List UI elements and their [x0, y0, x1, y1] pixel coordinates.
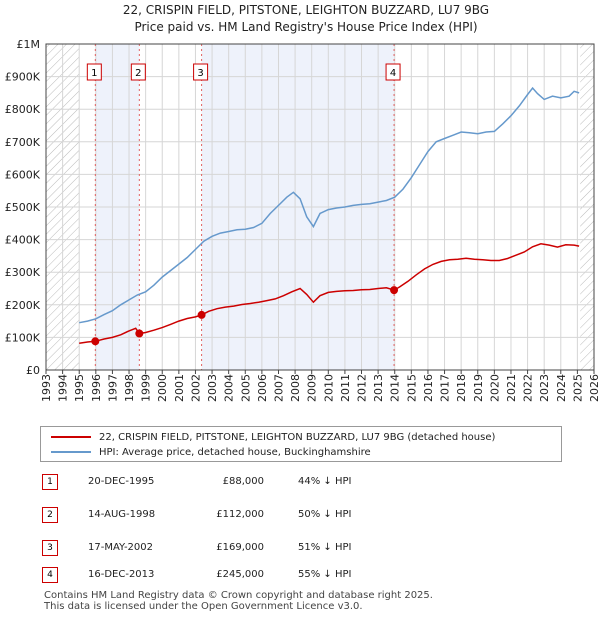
x-tick-label: 2019	[472, 374, 485, 402]
x-tick-label: 2006	[256, 374, 269, 402]
sale-hpi-diff: 50% ↓ HPI	[298, 509, 351, 520]
x-tick-label: 1999	[140, 374, 153, 402]
sale-label-number: 3	[197, 68, 203, 79]
legend-swatch-property	[51, 436, 91, 438]
y-tick-label: £900K	[5, 71, 41, 84]
sale-date: 16-DEC-2013	[88, 569, 154, 580]
legend-item-hpi: HPI: Average price, detached house, Buck…	[51, 445, 371, 459]
table-row: 3 17-MAY-2002 £169,000 51% ↓ HPI	[40, 540, 460, 556]
x-tick-label: 1994	[57, 374, 70, 402]
x-tick-label: 2005	[239, 374, 252, 402]
sale-badge: 2	[42, 507, 58, 523]
legend-item-property: 22, CRISPIN FIELD, PITSTONE, LEIGHTON BU…	[51, 430, 495, 444]
x-tick-label: 2026	[588, 374, 600, 402]
y-tick-label: £0	[26, 364, 40, 377]
y-tick-label: £300K	[5, 266, 41, 279]
x-tick-label: 2010	[322, 374, 335, 402]
chart-subtitle: Price paid vs. HM Land Registry's House …	[134, 20, 477, 34]
sale-price: £245,000	[200, 569, 264, 580]
sale-label-number: 1	[91, 68, 97, 79]
table-row: 1 20-DEC-1995 £88,000 44% ↓ HPI	[40, 474, 460, 490]
x-tick-label: 2013	[372, 374, 385, 402]
x-tick-label: 2020	[488, 374, 501, 402]
x-tick-label: 2003	[206, 374, 219, 402]
x-tick-label: 2015	[405, 374, 418, 402]
x-tick-label: 2011	[339, 374, 352, 402]
x-tick-label: 2007	[272, 374, 285, 402]
x-tick-label: 2023	[538, 374, 551, 402]
legend: 22, CRISPIN FIELD, PITSTONE, LEIGHTON BU…	[40, 426, 562, 462]
x-tick-label: 2014	[389, 374, 402, 402]
sale-date: 17-MAY-2002	[88, 542, 153, 553]
sale-date: 14-AUG-1998	[88, 509, 155, 520]
y-tick-label: £700K	[5, 136, 41, 149]
x-tick-label: 2022	[522, 374, 535, 402]
x-tick-label: 2008	[289, 374, 302, 402]
sale-point	[92, 338, 99, 345]
x-tick-label: 2017	[439, 374, 452, 402]
x-tick-label: 2018	[455, 374, 468, 402]
x-tick-label: 2002	[189, 374, 202, 402]
sale-date: 20-DEC-1995	[88, 476, 154, 487]
y-tick-label: £400K	[5, 234, 41, 247]
sale-hpi-diff: 55% ↓ HPI	[298, 569, 351, 580]
chart-title: 22, CRISPIN FIELD, PITSTONE, LEIGHTON BU…	[123, 3, 489, 17]
x-tick-label: 2004	[223, 374, 236, 402]
x-tick-label: 2016	[422, 374, 435, 402]
sale-badge: 1	[42, 474, 58, 490]
sale-badge: 4	[42, 567, 58, 583]
price-chart: 22, CRISPIN FIELD, PITSTONE, LEIGHTON BU…	[0, 0, 600, 420]
x-tick-label: 2025	[571, 374, 584, 402]
x-tick-label: 2009	[306, 374, 319, 402]
sale-point	[136, 330, 143, 337]
footer-copyright: Contains HM Land Registry data © Crown c…	[44, 590, 433, 601]
sale-label-number: 2	[135, 68, 141, 79]
legend-label-property: 22, CRISPIN FIELD, PITSTONE, LEIGHTON BU…	[99, 432, 495, 443]
x-tick-label: 2001	[173, 374, 186, 402]
legend-swatch-hpi	[51, 451, 91, 453]
sale-point	[391, 287, 398, 294]
y-tick-label: £500K	[5, 201, 41, 214]
sale-price: £169,000	[200, 542, 264, 553]
x-tick-label: 2024	[555, 374, 568, 402]
x-tick-label: 1997	[106, 374, 119, 402]
x-tick-label: 2012	[356, 374, 369, 402]
table-row: 2 14-AUG-1998 £112,000 50% ↓ HPI	[40, 507, 460, 523]
y-tick-label: £200K	[5, 299, 41, 312]
table-row: 4 16-DEC-2013 £245,000 55% ↓ HPI	[40, 567, 460, 583]
footer-licence: This data is licensed under the Open Gov…	[44, 601, 433, 612]
sale-label-number: 4	[390, 68, 396, 79]
y-tick-label: £100K	[5, 331, 41, 344]
sale-badge: 3	[42, 540, 58, 556]
sale-price: £88,000	[200, 476, 264, 487]
x-tick-label: 1995	[73, 374, 86, 402]
x-tick-label: 1998	[123, 374, 136, 402]
sale-hpi-diff: 44% ↓ HPI	[298, 476, 351, 487]
x-tick-label: 1996	[90, 374, 103, 402]
y-tick-label: £1M	[17, 38, 41, 51]
legend-label-hpi: HPI: Average price, detached house, Buck…	[99, 447, 371, 458]
x-tick-label: 2021	[505, 374, 518, 402]
y-tick-label: £800K	[5, 103, 41, 116]
footer: Contains HM Land Registry data © Crown c…	[44, 590, 433, 612]
sale-hpi-diff: 51% ↓ HPI	[298, 542, 351, 553]
sale-price: £112,000	[200, 509, 264, 520]
x-tick-label: 2000	[156, 374, 169, 402]
sale-point	[198, 311, 205, 318]
x-tick-label: 1993	[40, 374, 53, 402]
y-tick-label: £600K	[5, 168, 41, 181]
